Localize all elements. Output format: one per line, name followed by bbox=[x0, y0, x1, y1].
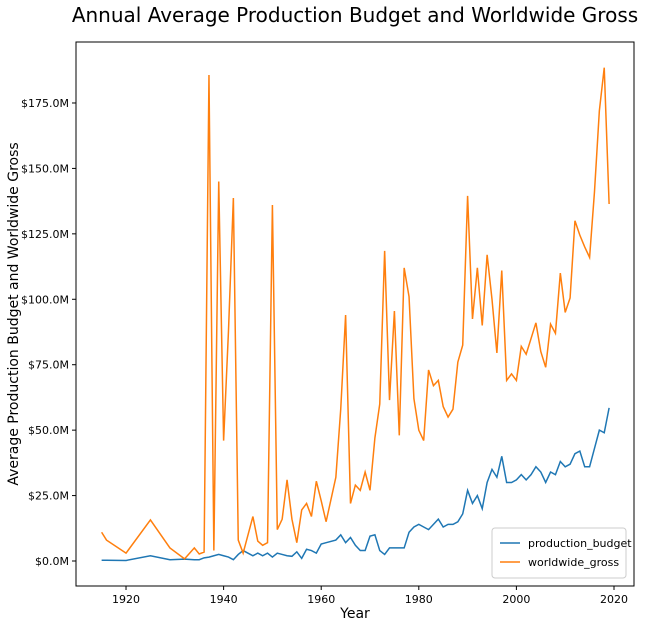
x-axis-label: Year bbox=[339, 606, 370, 622]
y-tick-label: $150.0M bbox=[21, 162, 69, 175]
legend-label: worldwide_gross bbox=[528, 556, 619, 569]
x-tick-label: 1980 bbox=[405, 593, 433, 606]
y-tick-label: $100.0M bbox=[21, 293, 69, 306]
x-tick-label: 2000 bbox=[502, 593, 530, 606]
y-tick-label: $0.0M bbox=[35, 555, 69, 568]
y-tick-label: $25.0M bbox=[28, 490, 69, 503]
y-tick-label: $175.0M bbox=[21, 97, 69, 110]
series-line bbox=[100, 67, 610, 560]
series-line bbox=[101, 407, 610, 562]
chart-title: Annual Average Production Budget and Wor… bbox=[72, 3, 638, 27]
legend-box bbox=[491, 527, 627, 579]
y-tick-label: $125.0M bbox=[21, 228, 69, 241]
plot-frame bbox=[75, 41, 635, 587]
x-tick-label: 1940 bbox=[210, 593, 238, 606]
x-tick-label: 1920 bbox=[112, 593, 140, 606]
x-tick-label: 2020 bbox=[600, 593, 628, 606]
legend: production_budget worldwide_gross bbox=[491, 527, 632, 579]
y-tick-label: $75.0M bbox=[28, 359, 69, 372]
x-tick-label: 1960 bbox=[307, 593, 335, 606]
legend-label: production_budget bbox=[528, 537, 632, 550]
y-tick-label: $50.0M bbox=[28, 424, 69, 437]
y-axis-label: Average Production Budget and Worldwide … bbox=[6, 142, 22, 485]
